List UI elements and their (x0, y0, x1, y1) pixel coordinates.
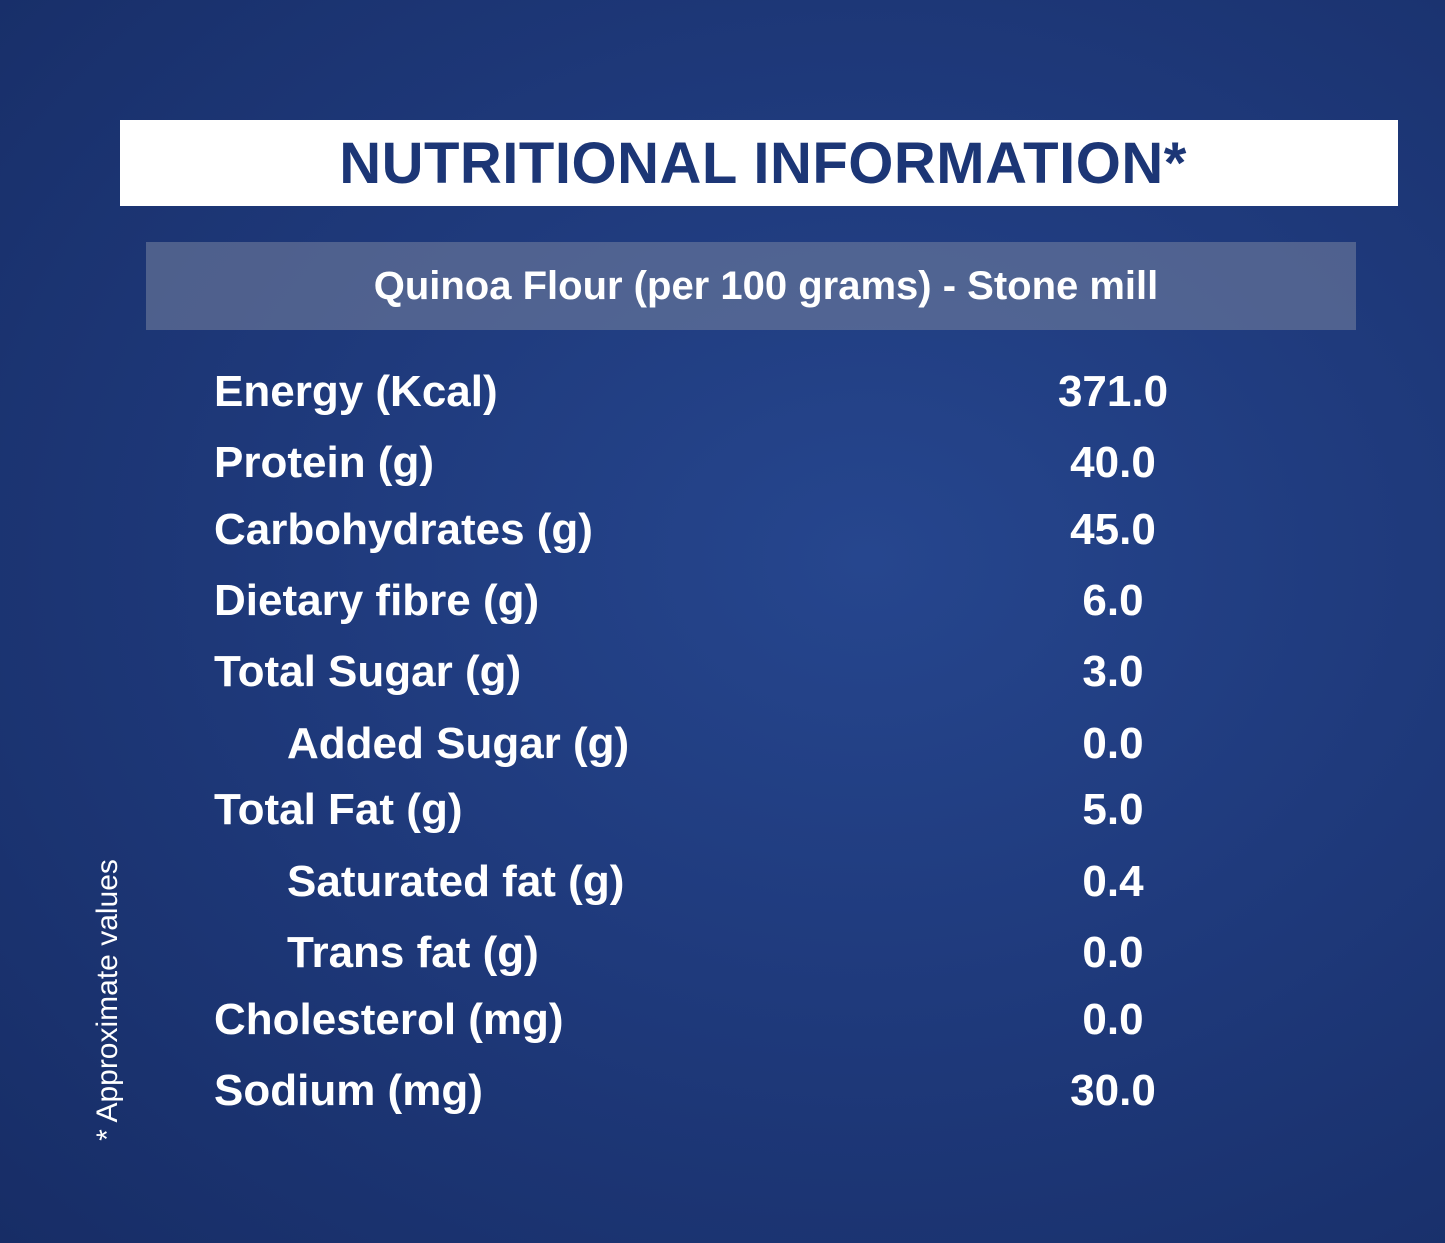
subtitle-box: Quinoa Flour (per 100 grams) - Stone mil… (146, 242, 1356, 330)
row-value: 45.0 (1070, 505, 1156, 554)
row-value: 40.0 (1070, 438, 1156, 487)
row-label: Total Sugar (g) (214, 647, 522, 696)
row-label: Added Sugar (g) (287, 719, 630, 768)
subtitle: Quinoa Flour (per 100 grams) - Stone mil… (373, 263, 1159, 308)
row-label: Sodium (mg) (214, 1066, 483, 1115)
row-value: 0.0 (1082, 928, 1144, 977)
row-value: 371.0 (1057, 367, 1169, 416)
row-value: 0.0 (1082, 995, 1144, 1044)
row-label: Cholesterol (mg) (214, 995, 564, 1044)
row-value: 5.0 (1082, 785, 1144, 834)
row-label: Total Fat (g) (214, 785, 463, 834)
row-value: 3.0 (1082, 647, 1144, 696)
row-value: 0.4 (1082, 857, 1144, 906)
row-label: Protein (g) (214, 438, 434, 487)
row-value: 30.0 (1070, 1066, 1156, 1115)
title: NUTRITIONAL INFORMATION* (339, 130, 1187, 196)
row-label: Saturated fat (g) (287, 857, 625, 906)
row-label: Dietary fibre (g) (214, 576, 540, 625)
title-box: NUTRITIONAL INFORMATION* (120, 120, 1398, 206)
footnote: * Approximate values (91, 859, 124, 1141)
row-value: 0.0 (1082, 719, 1144, 768)
row-label: Energy (Kcal) (214, 367, 498, 416)
row-label: Carbohydrates (g) (214, 505, 593, 554)
row-value: 6.0 (1082, 576, 1144, 625)
row-label: Trans fat (g) (287, 928, 539, 977)
